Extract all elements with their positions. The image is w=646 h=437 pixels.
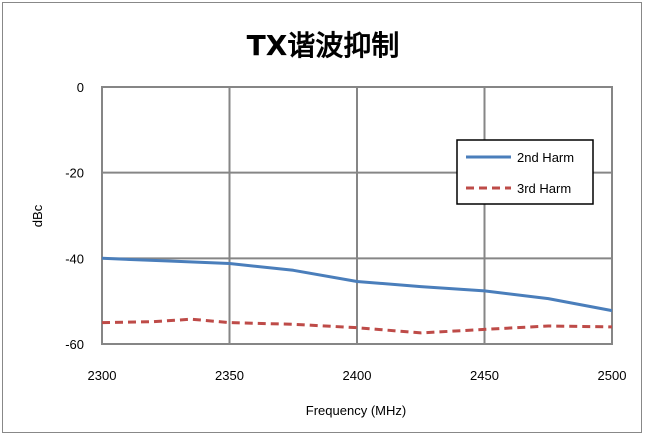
y-tick-label: 0 <box>77 80 84 95</box>
legend-label-2nd-harm: 2nd Harm <box>517 150 574 165</box>
legend-label-3rd-harm: 3rd Harm <box>517 181 571 196</box>
x-tick-labels: 2300 2350 2400 2450 2500 <box>88 368 627 383</box>
x-tick-label: 2300 <box>88 368 117 383</box>
chart-title: TX谐波抑制 <box>247 29 400 62</box>
plot-area-border <box>101 86 613 345</box>
series-line-3rd-harm <box>101 317 613 335</box>
y-tick-label: -60 <box>65 337 84 352</box>
chart-frame <box>2 2 642 433</box>
y-tick-label: -40 <box>65 251 84 266</box>
y-axis-label: dBc <box>30 204 45 227</box>
x-tick-label: 2350 <box>215 368 244 383</box>
y-tick-label: -20 <box>65 166 84 181</box>
x-tick-label: 2450 <box>470 368 499 383</box>
series-lines <box>101 256 613 335</box>
x-tick-label: 2500 <box>598 368 627 383</box>
plot-grid <box>101 86 613 345</box>
series-line-2nd-harm <box>101 256 613 313</box>
y-tick-labels: 0 -20 -40 -60 <box>65 80 84 352</box>
x-tick-label: 2400 <box>343 368 372 383</box>
legend-box <box>456 139 594 205</box>
x-axis-label: Frequency (MHz) <box>306 403 406 418</box>
legend: 2nd Harm 3rd Harm <box>456 139 594 205</box>
